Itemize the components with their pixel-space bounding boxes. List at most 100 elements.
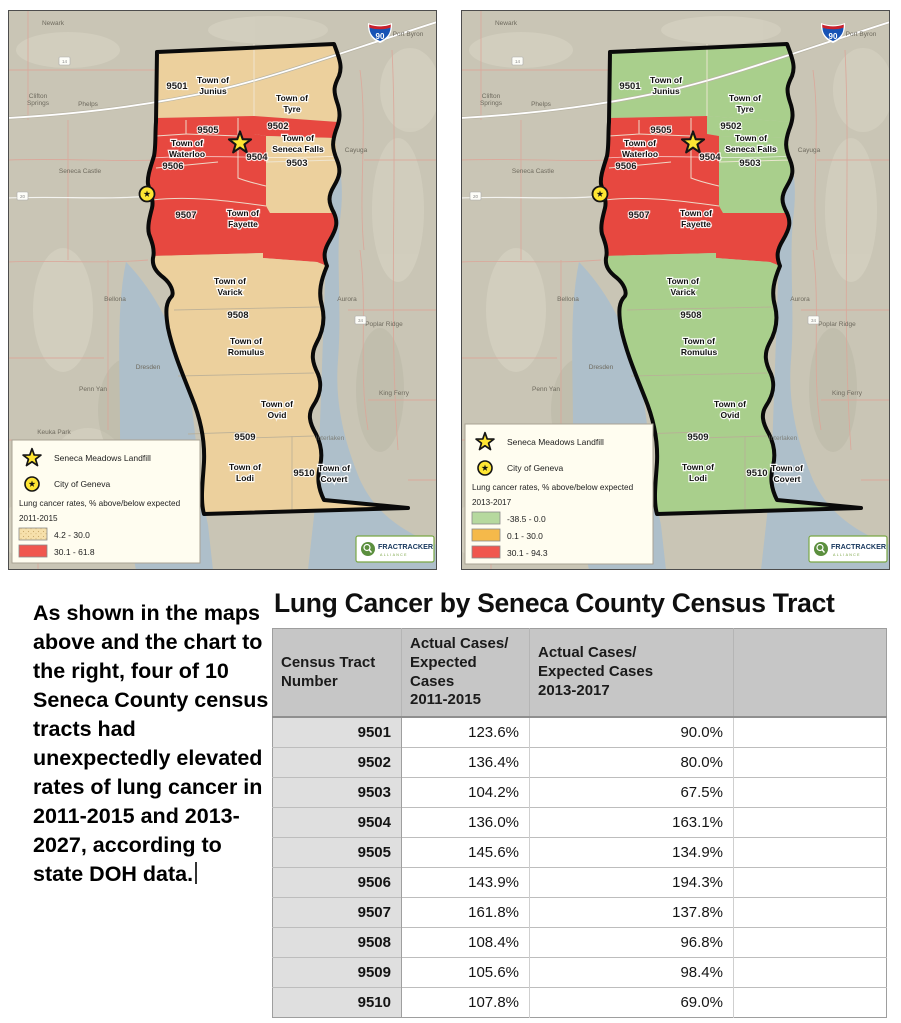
svg-text:Town of: Town of (682, 462, 714, 472)
svg-text:Town of: Town of (714, 399, 746, 409)
header-2011-2015[interactable]: Actual Cases/ Expected Cases 2011-2015 (401, 628, 530, 718)
svg-text:Town of: Town of (624, 138, 656, 148)
svg-text:City of Geneva: City of Geneva (507, 463, 563, 473)
header-empty[interactable] (733, 628, 887, 718)
svg-text:Springs: Springs (27, 100, 50, 107)
map-2011-2015[interactable]: 9501 9502 9503 9504 9505 9506 9507 9508 … (0, 10, 440, 570)
svg-text:Aurora: Aurora (790, 296, 810, 303)
svg-text:Covert: Covert (774, 474, 801, 484)
tract-region-9502 (707, 116, 791, 138)
table-row: 9501 123.6% 90.0% (272, 716, 887, 747)
legend-2011-2015: Seneca Meadows Landfill City of Geneva L… (11, 439, 201, 564)
svg-text:Cayuga: Cayuga (345, 147, 368, 154)
geneva-marker (591, 185, 609, 203)
svg-text:Junius: Junius (652, 86, 680, 96)
svg-text:Penn Yan: Penn Yan (532, 386, 560, 393)
svg-text:9504: 9504 (699, 152, 721, 163)
svg-text:Phelps: Phelps (531, 101, 552, 108)
svg-text:Dresden: Dresden (589, 364, 614, 371)
svg-text:Town of: Town of (735, 133, 767, 143)
svg-text:Keuka Park: Keuka Park (37, 429, 71, 436)
svg-text:Town of: Town of (771, 463, 803, 473)
svg-text:20: 20 (473, 194, 479, 199)
svg-text:Town of: Town of (667, 276, 699, 286)
town-label-varick: Town of (214, 276, 246, 286)
tract-label-9502: 9502 (267, 121, 288, 132)
tract-region-senecafalls-9503 (719, 136, 793, 213)
tract-label-9507: 9507 (175, 210, 196, 221)
census-table[interactable]: Census Tract Number Actual Cases/ Expect… (272, 628, 887, 1018)
table-row: 9504 136.0% 163.1% (272, 806, 887, 837)
tract-region-elevated (147, 116, 337, 266)
table-row: 9505 145.6% 134.9% (272, 836, 887, 867)
table-row: 9508 108.4% 96.8% (272, 926, 887, 957)
svg-text:Poplar Ridge: Poplar Ridge (365, 321, 403, 328)
svg-text:30.1 - 94.3: 30.1 - 94.3 (507, 548, 548, 558)
svg-text:Clifton: Clifton (29, 93, 48, 100)
svg-text:Bellona: Bellona (104, 296, 126, 303)
svg-text:Varick: Varick (217, 287, 242, 297)
svg-text:Waterloo: Waterloo (622, 149, 658, 159)
svg-text:Tyre: Tyre (736, 104, 754, 114)
svg-text:Waterloo: Waterloo (169, 149, 205, 159)
svg-text:Dresden: Dresden (136, 364, 161, 371)
svg-text:14: 14 (62, 59, 68, 64)
geneva-marker (138, 185, 156, 203)
svg-text:Port Byron: Port Byron (393, 31, 424, 38)
map-2013-2017[interactable]: 9501 9502 9503 9504 9505 9506 9507 9508 … (449, 10, 893, 570)
tract-label-9505: 9505 (197, 125, 219, 136)
svg-text:FRACTRACKER: FRACTRACKER (378, 542, 434, 551)
svg-text:Town of: Town of (650, 75, 682, 85)
svg-text:Lung cancer rates, % above/bel: Lung cancer rates, % above/below expecte… (19, 499, 181, 508)
svg-text:9509: 9509 (687, 432, 708, 443)
svg-text:2013-2017: 2013-2017 (472, 498, 512, 507)
svg-text:4.2 - 30.0: 4.2 - 30.0 (54, 530, 90, 540)
svg-text:9501: 9501 (619, 81, 641, 92)
table-row: 9510 107.8% 69.0% (272, 986, 887, 1017)
svg-text:-38.5 - 0.0: -38.5 - 0.0 (507, 514, 546, 524)
header-census-tract[interactable]: Census Tract Number (272, 628, 402, 718)
caption-text: As shown in the maps above and the chart… (33, 601, 269, 886)
svg-text:90: 90 (829, 32, 838, 41)
svg-text:2011-2015: 2011-2015 (19, 514, 58, 523)
tract-label-9506: 9506 (162, 161, 183, 172)
tract-labels: 9501 9502 9503 9504 9505 9506 9507 9508 … (614, 74, 804, 485)
caption-text-block[interactable]: As shown in the maps above and the chart… (33, 599, 269, 889)
town-label-romulus: Town of (230, 336, 262, 346)
svg-text:0.1 - 30.0: 0.1 - 30.0 (507, 531, 543, 541)
interstate-90-shield-icon: 90 (820, 23, 846, 43)
magnifier-icon (363, 543, 371, 552)
svg-text:Ovid: Ovid (268, 410, 287, 420)
svg-text:Seneca Castle: Seneca Castle (59, 168, 102, 175)
tract-region-senecafalls-9503 (266, 136, 340, 213)
route-badge: 14 20 34 (16, 56, 367, 325)
table-title: Lung Cancer by Seneca County Census Trac… (274, 588, 835, 618)
svg-text:Port Byron: Port Byron (846, 31, 877, 38)
svg-text:Varick: Varick (670, 287, 695, 297)
town-label-junius: Town of (197, 75, 229, 85)
svg-text:Aurora: Aurora (337, 296, 357, 303)
svg-text:Town of: Town of (729, 93, 761, 103)
town-label-waterloo: Town of (171, 138, 203, 148)
tract-region-south (152, 253, 408, 514)
tract-label-9509: 9509 (234, 432, 255, 443)
svg-text:90: 90 (376, 32, 385, 41)
table-row: 9509 105.6% 98.4% (272, 956, 887, 987)
svg-text:Seneca Falls: Seneca Falls (725, 144, 777, 154)
header-2013-2017[interactable]: Actual Cases/ Expected Cases 2013-2017 (529, 628, 734, 718)
town-label-covert: Town of (318, 463, 350, 473)
svg-text:Seneca Castle: Seneca Castle (512, 168, 555, 175)
svg-text:Fayette: Fayette (681, 219, 711, 229)
tract-region-9502 (254, 116, 338, 138)
svg-text:Seneca Meadows Landfill: Seneca Meadows Landfill (54, 453, 151, 463)
svg-text:9507: 9507 (628, 210, 649, 221)
tract-label-9501: 9501 (166, 81, 188, 92)
svg-text:Lodi: Lodi (236, 473, 254, 483)
svg-text:Lung cancer rates, % above/bel: Lung cancer rates, % above/below expecte… (472, 483, 634, 492)
legend-geneva-icon (24, 476, 40, 492)
census-tracts (460, 20, 891, 516)
tract-region-elevated (600, 116, 790, 266)
legend-2013-2017: Seneca Meadows Landfill City of Geneva L… (464, 423, 654, 565)
table-row: 9503 104.2% 67.5% (272, 776, 887, 807)
tract-label-9508: 9508 (227, 310, 248, 321)
